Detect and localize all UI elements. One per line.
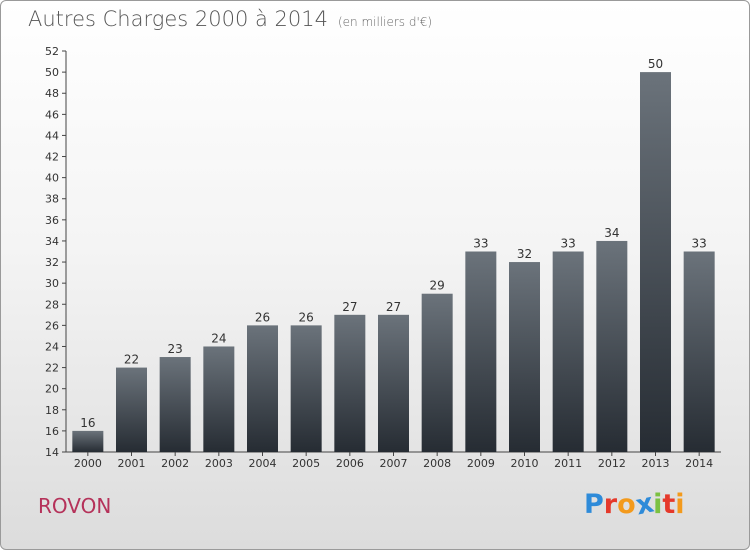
chart-title: Autres Charges 2000 à 2014 (en milliers d… <box>28 7 432 31</box>
data-label: 33 <box>561 237 576 251</box>
data-label: 27 <box>342 300 357 314</box>
x-tick-label: 2014 <box>685 457 713 470</box>
x-tick-label: 2005 <box>292 457 320 470</box>
data-label: 50 <box>648 57 663 71</box>
logo-letter: r <box>603 489 618 520</box>
logo-letter: i <box>675 489 685 520</box>
data-label: 26 <box>299 310 314 324</box>
x-tick-label: 2011 <box>554 457 582 470</box>
y-tick-label: 36 <box>45 214 59 227</box>
x-tick-label: 2001 <box>118 457 146 470</box>
data-label: 23 <box>168 342 183 356</box>
bar <box>290 325 322 452</box>
proxiti-logo[interactable]: Proxiti <box>584 488 685 522</box>
bar <box>465 251 497 452</box>
y-tick-label: 46 <box>45 108 59 121</box>
y-tick-label: 22 <box>45 362 59 375</box>
bar <box>72 430 104 452</box>
x-tick-label: 2010 <box>511 457 539 470</box>
data-label: 32 <box>517 247 532 261</box>
bar <box>683 251 715 452</box>
x-tick-label: 2003 <box>205 457 233 470</box>
bar <box>640 72 671 453</box>
chart-subtitle: (en milliers d'€) <box>337 15 433 29</box>
bar <box>247 325 278 452</box>
data-label: 26 <box>255 310 270 324</box>
y-tick-label: 24 <box>45 340 59 353</box>
bar <box>421 293 453 452</box>
commune-name: ROVON <box>38 494 112 518</box>
y-tick-label: 38 <box>45 193 59 206</box>
y-tick-label: 18 <box>45 404 59 417</box>
data-label: 29 <box>430 279 445 293</box>
x-tick-label: 2009 <box>467 457 495 470</box>
bar <box>159 357 191 452</box>
bar <box>552 251 584 452</box>
y-tick-label: 16 <box>45 425 59 438</box>
bar <box>509 262 540 452</box>
data-label: 27 <box>386 300 401 314</box>
y-tick-label: 34 <box>45 235 59 248</box>
y-tick-label: 26 <box>45 319 59 332</box>
y-tick-label: 30 <box>45 277 59 290</box>
logo-letter: o <box>617 489 636 520</box>
x-tick-label: 2007 <box>380 457 408 470</box>
x-tick-label: 2002 <box>161 457 189 470</box>
x-tick-label: 2012 <box>598 457 626 470</box>
x-tick-label: 2004 <box>249 457 277 470</box>
y-tick-label: 44 <box>45 129 59 142</box>
y-tick-label: 52 <box>45 45 59 58</box>
x-tick-label: 2008 <box>423 457 451 470</box>
bar <box>116 367 147 452</box>
bar <box>203 346 235 452</box>
data-label: 34 <box>604 226 619 240</box>
bar <box>378 314 409 452</box>
x-tick-label: 2006 <box>336 457 364 470</box>
y-tick-label: 20 <box>45 383 59 396</box>
y-tick-label: 50 <box>45 66 59 79</box>
title-text: Autres Charges 2000 à 2014 <box>28 7 328 31</box>
y-tick-label: 42 <box>45 151 59 164</box>
data-label: 22 <box>124 353 139 367</box>
y-tick-label: 14 <box>45 446 59 459</box>
logo-letter: P <box>584 489 604 520</box>
y-tick-label: 32 <box>45 256 59 269</box>
data-label: 33 <box>473 237 488 251</box>
y-tick-label: 40 <box>45 172 59 185</box>
data-label: 16 <box>80 416 95 430</box>
x-tick-label: 2000 <box>74 457 102 470</box>
data-label: 33 <box>692 237 707 251</box>
y-tick-label: 48 <box>45 87 59 100</box>
x-tick-label: 2013 <box>642 457 670 470</box>
data-label: 24 <box>211 331 226 345</box>
logo-letter: i <box>653 489 663 520</box>
bar <box>596 240 628 452</box>
y-tick-label: 28 <box>45 298 59 311</box>
logo-letter: t <box>662 489 676 520</box>
bar <box>334 314 366 452</box>
